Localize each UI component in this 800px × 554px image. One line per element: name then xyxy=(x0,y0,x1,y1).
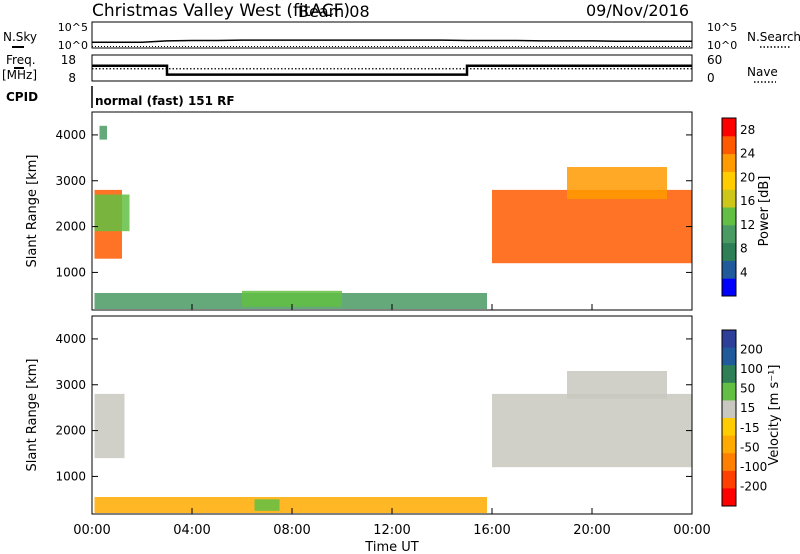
beam-label: Beam 08 xyxy=(298,2,370,21)
nave-right-tick-top: 60 xyxy=(707,53,722,67)
velocity-colorbar-frame xyxy=(721,329,737,507)
velocity-region-4 xyxy=(567,371,667,399)
power-colorbar-tick: 28 xyxy=(740,123,755,137)
power-colorbar-swatch xyxy=(722,153,736,172)
velocity-colorbar-swatch xyxy=(722,470,736,489)
xtick-label: 12:00 xyxy=(373,523,410,538)
power-ytick-label: 3000 xyxy=(55,174,86,188)
power-region-6 xyxy=(567,167,667,200)
velocity-colorbar-label: Velocity [m s⁻¹] xyxy=(767,365,782,466)
xtick-label: 04:00 xyxy=(173,523,210,538)
velocity-colorbar-tick: 15 xyxy=(740,401,755,415)
power-colorbar-frame xyxy=(721,117,737,297)
velocity-colorbar-tick: -100 xyxy=(740,460,767,474)
velocity-colorbar: 200 100 50 15 -15 -50 -100 -200 xyxy=(721,329,767,507)
power-region-1 xyxy=(94,194,130,232)
power-colorbar-swatch xyxy=(722,189,736,208)
power-panel: 1000 2000 3000 4000 Slant Range [km] xyxy=(25,111,693,311)
velocity-region-3 xyxy=(492,393,692,468)
power-colorbar-swatch xyxy=(722,135,736,155)
velocity-colorbar-swatch xyxy=(722,330,736,349)
noise-left-tick-bottom: 10^0 xyxy=(58,39,88,52)
velocity-colorbar-tick: -50 xyxy=(740,440,760,454)
velocity-region-2 xyxy=(254,499,280,511)
velocity-ylabel: Slant Range [km] xyxy=(25,359,40,472)
nave-right-tick-bottom: 0 xyxy=(707,71,715,85)
velocity-ytick-label: 4000 xyxy=(55,332,86,346)
cpid-text: normal (fast) 151 RF xyxy=(95,94,235,108)
velocity-colorbar-swatch xyxy=(722,435,736,454)
nsearch-label: N.Search xyxy=(747,30,800,44)
velocity-panel: 1000 2000 3000 4000 Slant Range [km] 00:00 0… xyxy=(25,304,711,554)
freq-left-tick-top: 18 xyxy=(61,53,76,67)
freq-panel-frame xyxy=(91,54,693,82)
freq-label: Freq. xyxy=(6,53,36,67)
velocity-colorbar-tick: 200 xyxy=(740,343,763,357)
nsky-label: N.Sky xyxy=(3,30,37,44)
freq-unit-label: [MHz] xyxy=(2,68,37,82)
power-colorbar-tick: 16 xyxy=(740,194,755,208)
velocity-ytick-label: 3000 xyxy=(55,378,86,392)
nsky-series-line xyxy=(92,39,692,44)
power-region-4 xyxy=(242,290,342,307)
freq-series-line xyxy=(92,64,692,76)
noise-right-tick-bottom: 10^0 xyxy=(707,39,737,52)
velocity-ytick-label: 2000 xyxy=(55,424,86,438)
date-label: 09/Nov/2016 xyxy=(586,1,689,20)
velocity-colorbar-swatch xyxy=(722,347,736,366)
noise-left-tick-top: 10^5 xyxy=(58,21,88,34)
power-ytick-label: 4000 xyxy=(55,128,86,142)
freq-left-tick-bottom: 8 xyxy=(68,71,76,85)
plot-title: Christmas Valley West (fitACF) xyxy=(92,1,350,21)
velocity-ytick-label: 1000 xyxy=(55,469,86,483)
velocity-colorbar-swatch xyxy=(722,418,736,437)
noise-panel-frame xyxy=(91,21,693,49)
xtick-label: 20:00 xyxy=(573,523,610,538)
xtick-label: 16:00 xyxy=(473,523,510,538)
velocity-colorbar-tick: -15 xyxy=(740,421,760,435)
xtick-label: 00:00 xyxy=(73,523,110,538)
power-colorbar-swatch xyxy=(722,278,736,297)
velocity-colorbar-swatch xyxy=(722,365,736,384)
power-colorbar-swatch xyxy=(722,207,736,226)
power-colorbar-swatch xyxy=(722,260,736,279)
velocity-colorbar-swatch xyxy=(722,382,736,401)
power-colorbar-tick: 20 xyxy=(740,170,755,184)
noise-right-tick-top: 10^5 xyxy=(707,21,737,34)
velocity-region-0 xyxy=(94,393,125,459)
power-region-2 xyxy=(99,125,107,140)
power-colorbar-swatch xyxy=(722,242,736,261)
velocity-colorbar-tick: 100 xyxy=(740,362,763,376)
power-colorbar-tick: 12 xyxy=(740,218,755,232)
freq-nave-panel: 18 8 60 0 xyxy=(61,53,723,85)
power-colorbar-label: Power [dB] xyxy=(757,176,772,247)
power-colorbar: 4 8 12 16 20 24 28 xyxy=(721,117,755,297)
power-colorbar-tick: 4 xyxy=(740,265,748,279)
xaxis-label: Time UT xyxy=(364,540,418,554)
power-region-5 xyxy=(492,189,692,264)
xtick-label: 08:00 xyxy=(273,523,310,538)
power-colorbar-swatch xyxy=(722,171,736,190)
velocity-colorbar-tick: 50 xyxy=(740,382,755,396)
power-colorbar-tick: 24 xyxy=(740,147,755,161)
power-colorbar-swatch xyxy=(722,224,736,244)
velocity-colorbar-swatch xyxy=(722,453,736,472)
power-colorbar-tick: 8 xyxy=(740,242,748,256)
velocity-colorbar-swatch xyxy=(722,488,736,507)
velocity-colorbar-swatch xyxy=(722,400,736,419)
nave-label: Nave xyxy=(747,65,778,79)
velocity-colorbar-tick: -200 xyxy=(740,479,767,493)
xtick-label: 00:00 xyxy=(673,523,710,538)
power-ytick-label: 1000 xyxy=(55,265,86,279)
power-colorbar-swatch xyxy=(722,118,736,137)
noise-panel: 10^5 10^0 10^5 10^0 xyxy=(58,21,737,52)
cpid-label: CPID xyxy=(6,90,38,104)
velocity-region-1 xyxy=(94,497,487,513)
power-ytick-label: 2000 xyxy=(55,220,86,234)
power-ylabel: Slant Range [km] xyxy=(25,155,40,268)
